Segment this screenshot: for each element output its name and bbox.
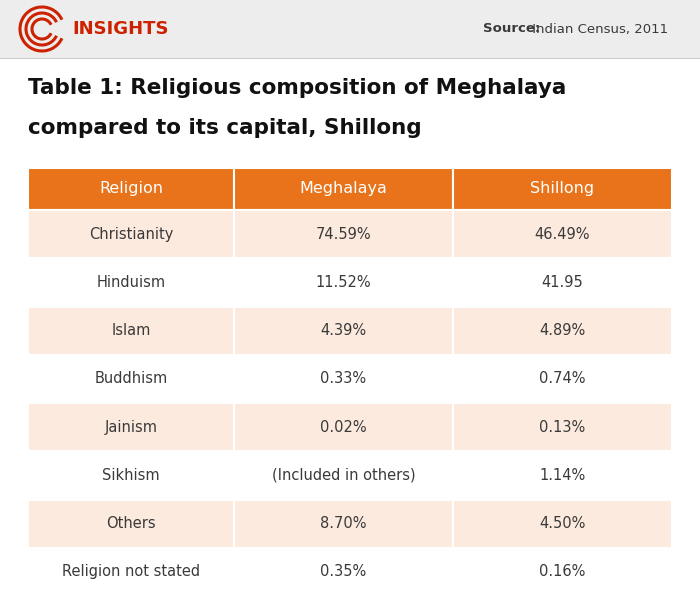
Text: 0.13%: 0.13% (540, 419, 586, 435)
Bar (234, 499, 453, 548)
Bar (453, 451, 672, 499)
Text: Indian Census, 2011: Indian Census, 2011 (528, 22, 668, 36)
Text: Islam: Islam (111, 323, 150, 338)
Text: Christianity: Christianity (89, 227, 173, 242)
Bar (234, 210, 453, 258)
Text: 4.50%: 4.50% (539, 516, 586, 531)
Bar (453, 168, 672, 210)
Text: Source:: Source: (483, 22, 540, 36)
Text: Shillong: Shillong (531, 182, 594, 196)
Bar (453, 548, 672, 596)
Bar (453, 210, 672, 258)
Bar (234, 307, 453, 355)
Bar (0, 0, 700, 58)
Bar (28, 403, 234, 451)
Bar (28, 499, 234, 548)
Text: Hinduism: Hinduism (97, 275, 166, 290)
Bar (28, 355, 234, 403)
Text: Others: Others (106, 516, 156, 531)
Text: 0.02%: 0.02% (320, 419, 367, 435)
Text: Sikhism: Sikhism (102, 468, 160, 483)
Bar (234, 451, 453, 499)
Text: 0.16%: 0.16% (539, 564, 586, 579)
Bar (28, 548, 234, 596)
Bar (453, 355, 672, 403)
Bar (234, 258, 453, 307)
Bar (453, 307, 672, 355)
Bar (453, 258, 672, 307)
Text: Meghalaya: Meghalaya (300, 182, 388, 196)
Text: 8.70%: 8.70% (321, 516, 367, 531)
Bar (28, 451, 234, 499)
Text: 74.59%: 74.59% (316, 227, 372, 242)
Text: Jainism: Jainism (104, 419, 158, 435)
Bar (28, 210, 234, 258)
Bar (453, 499, 672, 548)
Text: (Included in others): (Included in others) (272, 468, 415, 483)
Text: 0.35%: 0.35% (321, 564, 367, 579)
Bar (234, 355, 453, 403)
Text: 4.39%: 4.39% (321, 323, 367, 338)
Text: 4.89%: 4.89% (540, 323, 586, 338)
Bar (28, 307, 234, 355)
Bar (234, 548, 453, 596)
Text: 1.14%: 1.14% (540, 468, 586, 483)
Text: compared to its capital, Shillong: compared to its capital, Shillong (28, 118, 421, 138)
Bar (28, 258, 234, 307)
Bar (453, 403, 672, 451)
Text: INSIGHTS: INSIGHTS (72, 20, 169, 38)
Text: Religion not stated: Religion not stated (62, 564, 200, 579)
Text: Religion: Religion (99, 182, 163, 196)
Bar (234, 168, 453, 210)
Text: 11.52%: 11.52% (316, 275, 372, 290)
Text: Buddhism: Buddhism (94, 371, 168, 387)
Bar (28, 168, 234, 210)
Text: 46.49%: 46.49% (535, 227, 590, 242)
Bar (234, 403, 453, 451)
Text: 0.33%: 0.33% (321, 371, 367, 387)
Text: 0.74%: 0.74% (539, 371, 586, 387)
Text: 41.95: 41.95 (542, 275, 583, 290)
Text: Table 1: Religious composition of Meghalaya: Table 1: Religious composition of Meghal… (28, 78, 566, 98)
